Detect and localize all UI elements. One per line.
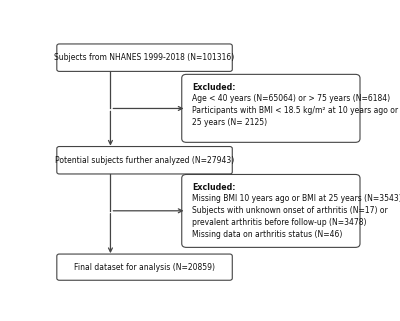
Text: Subjects from NHANES 1999-2018 (N=101316): Subjects from NHANES 1999-2018 (N=101316…	[54, 53, 235, 62]
Text: Missing BMI 10 years ago or BMI at 25 years (N=3543): Missing BMI 10 years ago or BMI at 25 ye…	[192, 195, 400, 204]
FancyBboxPatch shape	[57, 146, 232, 174]
Text: Final dataset for analysis (N=20859): Final dataset for analysis (N=20859)	[74, 263, 215, 272]
Text: Participants with BMI < 18.5 kg/m² at 10 years ago or at: Participants with BMI < 18.5 kg/m² at 10…	[192, 106, 400, 115]
Text: Subjects with unknown onset of arthritis (N=17) or: Subjects with unknown onset of arthritis…	[192, 206, 388, 215]
Text: Excluded:: Excluded:	[192, 82, 236, 91]
FancyBboxPatch shape	[57, 44, 232, 71]
FancyBboxPatch shape	[182, 74, 360, 142]
Text: 25 years (N= 2125): 25 years (N= 2125)	[192, 118, 267, 127]
Text: Potential subjects further analyzed (N=27943): Potential subjects further analyzed (N=2…	[55, 156, 234, 165]
Text: prevalent arthritis before follow-up (N=3478): prevalent arthritis before follow-up (N=…	[192, 218, 366, 227]
Text: Age < 40 years (N=65064) or > 75 years (N=6184): Age < 40 years (N=65064) or > 75 years (…	[192, 94, 390, 103]
Text: Missing data on arthritis status (N=46): Missing data on arthritis status (N=46)	[192, 230, 342, 239]
FancyBboxPatch shape	[57, 254, 232, 280]
FancyBboxPatch shape	[182, 175, 360, 247]
Text: Excluded:: Excluded:	[192, 183, 236, 192]
